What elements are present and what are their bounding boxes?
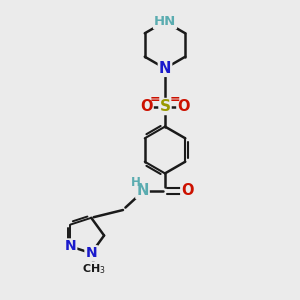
Text: =: =	[169, 93, 180, 106]
Text: S: S	[160, 99, 170, 114]
Text: N: N	[64, 239, 76, 254]
Text: O: O	[181, 183, 194, 198]
Text: O: O	[177, 99, 190, 114]
Text: N: N	[136, 183, 149, 198]
Text: HN: HN	[154, 15, 176, 28]
Text: O: O	[140, 99, 153, 114]
Text: N: N	[85, 246, 97, 260]
Text: H: H	[131, 176, 141, 189]
Text: N: N	[159, 61, 171, 76]
Text: CH$_3$: CH$_3$	[82, 262, 106, 276]
Text: =: =	[150, 93, 161, 106]
